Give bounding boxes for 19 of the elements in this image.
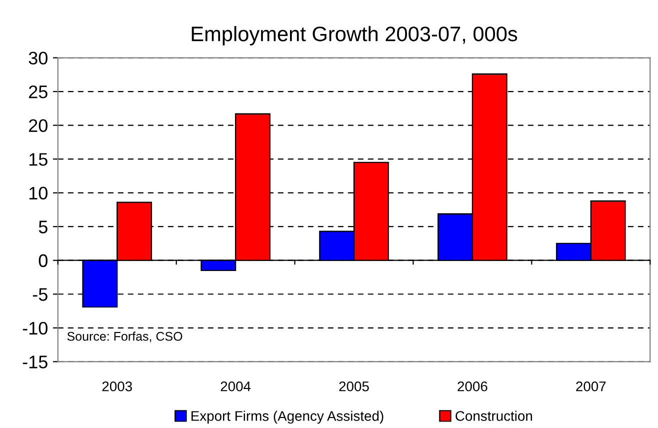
y-tick-label: 20 [29, 119, 48, 132]
x-tick-label: 2006 [458, 381, 488, 392]
y-tick-label: 25 [29, 85, 48, 98]
y-tick-label: 10 [29, 186, 48, 200]
y-tick-label: 5 [38, 220, 48, 234]
annotation: Source: Forfas, CSO [67, 332, 182, 342]
y-tick-label: -15 [22, 356, 48, 368]
y-tick-label: 15 [29, 153, 48, 166]
y-tick-label: -5 [32, 288, 48, 301]
legend-label: Construction [456, 410, 532, 421]
y-tick-label: 30 [28, 52, 48, 64]
legend-label: Export Firms (Agency Assisted) [192, 410, 384, 424]
x-tick-label: 2003 [102, 381, 132, 392]
y-tick-label: 0 [38, 254, 48, 268]
x-tick-label: 2004 [220, 381, 251, 392]
y-tick-label: -10 [22, 322, 48, 335]
x-tick-label: 2007 [576, 381, 606, 392]
x-tick-label: 2005 [339, 381, 369, 392]
chart-title: Employment Growth 2003-07, 000s [192, 26, 518, 46]
